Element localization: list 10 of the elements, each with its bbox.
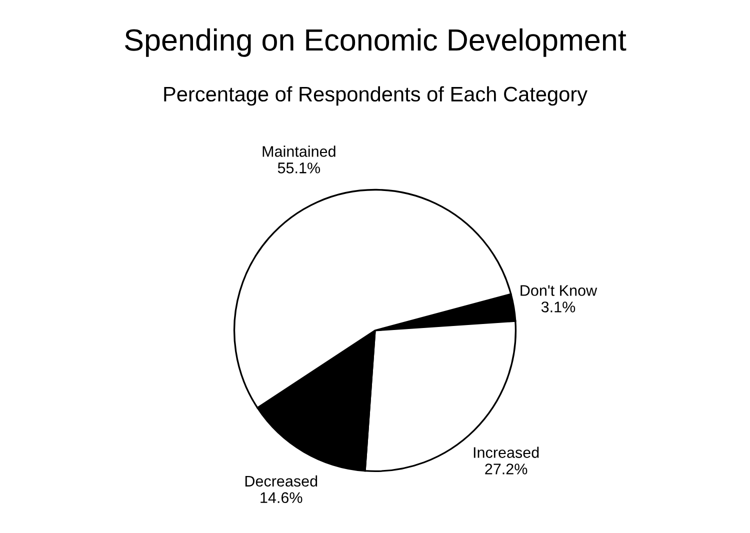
slice-label: Don't Know [520, 285, 598, 296]
data-label: 3.1% [541, 302, 576, 312]
slice-label: Decreased [245, 475, 318, 487]
data-label: 27.2% [485, 464, 528, 474]
data-label: 55.1% [278, 162, 320, 174]
chart-subtitle: Percentage of Respondents of Each Category [164, 86, 588, 106]
data-label: 14.6% [260, 492, 302, 504]
chart-title: Spending on Economic Development [125, 28, 626, 57]
slice-label: Increased [474, 446, 539, 458]
slice-label: Maintained [262, 146, 336, 157]
